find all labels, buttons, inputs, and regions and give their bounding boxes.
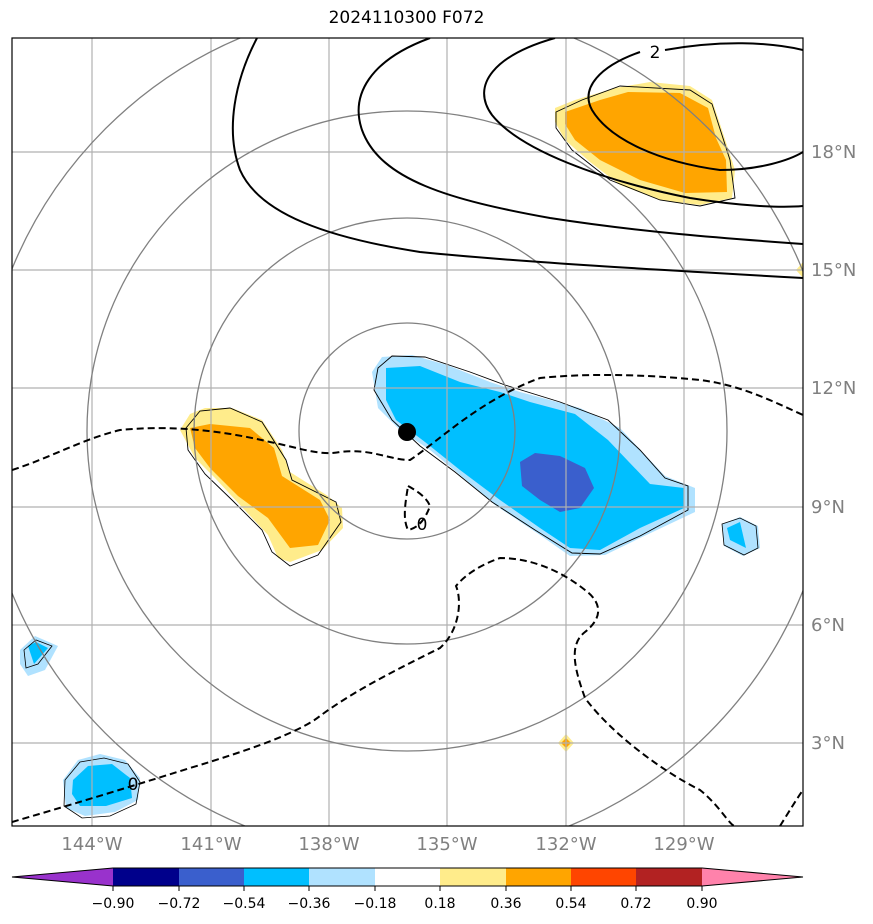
colorbar-extend-high bbox=[702, 868, 803, 886]
colorbar-bin bbox=[309, 868, 375, 886]
colorbar-bin bbox=[636, 868, 702, 886]
contour-label-2: 2 bbox=[650, 43, 661, 63]
colorbar-tick-label: −0.90 bbox=[92, 896, 135, 912]
colorbar-extend-low bbox=[12, 868, 113, 886]
lon-label-135w: 135°W bbox=[416, 834, 477, 855]
colorbar-bin bbox=[440, 868, 506, 886]
colorbar: −0.90 −0.72 −0.54 −0.36 −0.18 0.18 0.36 … bbox=[11, 867, 804, 912]
map-title: 2024110300 F072 bbox=[328, 8, 485, 28]
positive-anomaly-northeast bbox=[555, 82, 736, 207]
map-frame bbox=[11, 37, 804, 827]
longitude-labels: 144°W 141°W 138°W 135°W 132°W 129°W bbox=[61, 834, 714, 855]
colorbar-tick-label: −0.18 bbox=[354, 896, 397, 912]
range-rings bbox=[12, 38, 803, 826]
negative-anomaly-small bbox=[20, 517, 760, 819]
map-area: 2 0 0 bbox=[12, 38, 803, 826]
zero-contours bbox=[12, 373, 803, 826]
colorbar-bin bbox=[506, 868, 571, 886]
colorbar-tick-label: 0.54 bbox=[555, 896, 586, 912]
colorbar-tick-label: −0.54 bbox=[223, 896, 266, 912]
positive-anomaly-west bbox=[180, 407, 343, 567]
positive-contours bbox=[231, 38, 803, 279]
lon-label-141w: 141°W bbox=[180, 834, 241, 855]
colorbar-tick-label: 0.18 bbox=[424, 896, 455, 912]
colorbar-tick-label: 0.72 bbox=[620, 896, 651, 912]
latitude-labels: 3°N 6°N 9°N 12°N 15°N 18°N bbox=[811, 142, 856, 754]
colorbar-bin bbox=[375, 868, 440, 886]
lat-label-3n: 3°N bbox=[811, 733, 845, 754]
storm-center-marker bbox=[398, 423, 416, 441]
colorbar-bin bbox=[571, 868, 636, 886]
colorbar-tick-label: 0.36 bbox=[490, 896, 521, 912]
colorbar-bin bbox=[179, 868, 244, 886]
contour-label-zero-south: 0 bbox=[128, 775, 139, 795]
lon-label-138w: 138°W bbox=[298, 834, 359, 855]
lat-label-9n: 9°N bbox=[811, 497, 845, 518]
lon-label-129w: 129°W bbox=[653, 834, 714, 855]
colorbar-bin bbox=[113, 868, 179, 886]
lat-label-18n: 18°N bbox=[811, 142, 856, 163]
lon-label-144w: 144°W bbox=[61, 834, 122, 855]
colorbar-tick-label: −0.36 bbox=[288, 896, 331, 912]
lat-label-15n: 15°N bbox=[811, 260, 856, 281]
lat-label-12n: 12°N bbox=[811, 378, 856, 399]
contour-label-zero-center: 0 bbox=[417, 515, 428, 535]
lat-label-6n: 6°N bbox=[811, 615, 845, 636]
colorbar-tick-label: 0.90 bbox=[686, 896, 717, 912]
colorbar-tick-label: −0.72 bbox=[158, 896, 201, 912]
graticule bbox=[12, 38, 803, 826]
lon-label-132w: 132°W bbox=[535, 834, 596, 855]
colorbar-bin bbox=[244, 868, 309, 886]
negative-anomaly-center bbox=[372, 355, 695, 556]
